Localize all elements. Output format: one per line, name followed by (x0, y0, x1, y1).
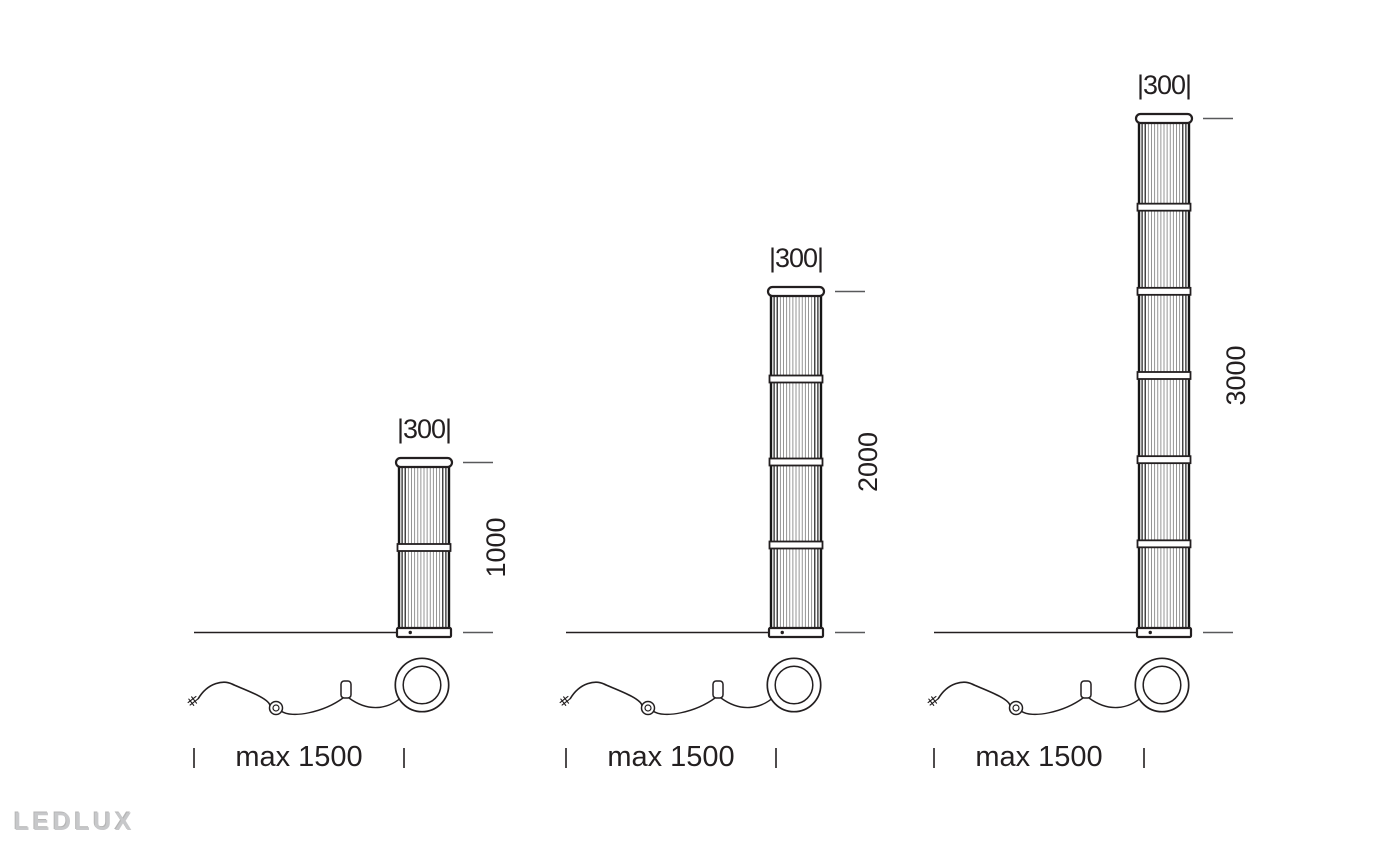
svg-text:|300|: |300| (769, 243, 823, 273)
svg-text:max 1500: max 1500 (607, 741, 734, 773)
svg-text:max 1500: max 1500 (975, 741, 1102, 773)
svg-text:3000: 3000 (1221, 345, 1251, 405)
svg-text:2000: 2000 (853, 432, 883, 492)
svg-text:|300|: |300| (397, 414, 451, 444)
svg-text:1000: 1000 (481, 517, 511, 577)
svg-text:max 1500: max 1500 (235, 741, 362, 773)
svg-text:|300|: |300| (1137, 70, 1191, 100)
